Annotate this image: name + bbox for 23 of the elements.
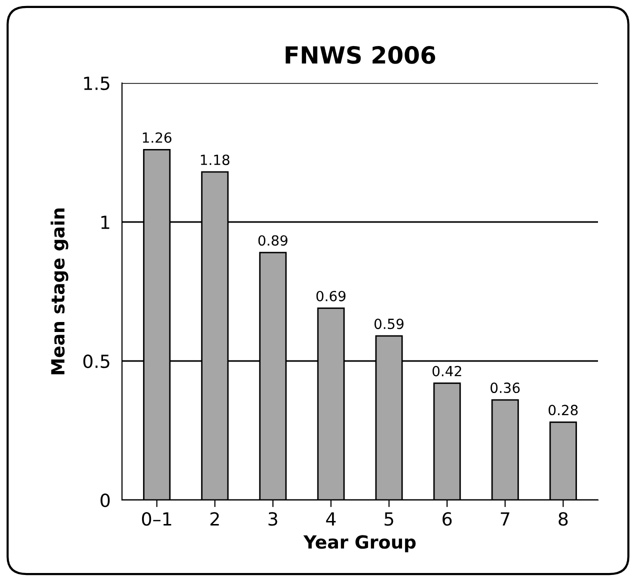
- data-label: 1.26: [142, 132, 172, 143]
- y-tick-label: 0.5: [83, 354, 110, 368]
- data-label: 0.59: [374, 318, 404, 330]
- y-tick-label: 1.5: [84, 76, 110, 90]
- y-axis-title: Mean stage gain: [50, 208, 68, 374]
- data-label: 1.18: [200, 154, 230, 166]
- data-label: 0.42: [432, 366, 462, 376]
- x-tick-label: 5: [384, 512, 394, 526]
- x-tick-label: 3: [268, 512, 278, 526]
- y-tick-label: 1: [101, 216, 110, 229]
- data-label: 0.69: [316, 290, 346, 302]
- x-tick-label: 6: [442, 512, 452, 526]
- chart-title: FNWS 2006: [286, 46, 436, 64]
- x-tick-label: 8: [558, 512, 568, 526]
- x-tick-label: 7: [500, 512, 510, 526]
- x-axis-title: Year Group: [303, 535, 416, 552]
- data-label: 0.36: [490, 382, 520, 394]
- data-label: 0.28: [548, 404, 578, 416]
- data-label: 0.89: [258, 235, 288, 246]
- x-tick-label: 2: [210, 512, 219, 526]
- y-tick-label: 0: [100, 493, 110, 508]
- x-tick-label: 0–1: [142, 512, 172, 526]
- x-tick-label: 4: [326, 512, 336, 526]
